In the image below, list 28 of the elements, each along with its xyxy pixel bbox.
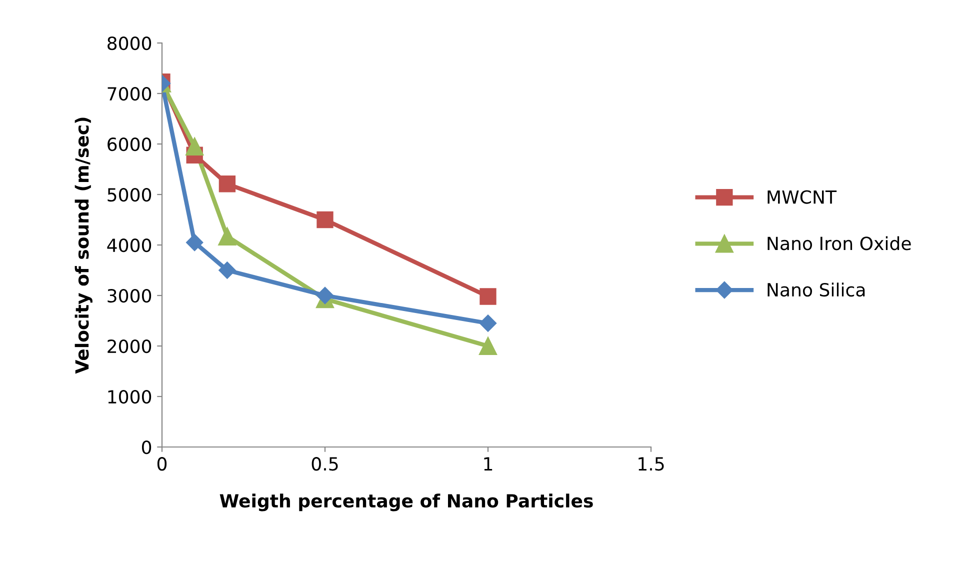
point	[218, 262, 236, 279]
y-tick-label: 6000	[108, 137, 152, 152]
legend-label: Nano Silica	[768, 282, 865, 297]
x-tick-label: 1	[484, 457, 492, 470]
point	[478, 336, 498, 356]
point	[218, 176, 236, 192]
point	[218, 227, 236, 246]
point	[479, 314, 497, 332]
y-tick-label: 3000	[108, 288, 152, 303]
point	[316, 286, 334, 304]
legend-label: Nano Iron Oxide	[768, 236, 911, 250]
point	[480, 288, 496, 305]
y-tick-label: 7000	[108, 86, 152, 101]
x-tick-label: 0	[157, 457, 167, 471]
y-tick-label: 0	[142, 440, 152, 454]
point	[186, 234, 204, 252]
point	[316, 211, 334, 228]
y-tick-label: 5000	[108, 188, 152, 202]
y-tick-label: 8000	[108, 36, 152, 50]
y-axis-title: Velocity of sound (m/sec)	[74, 118, 92, 374]
y-tick-label: 2000	[108, 339, 152, 354]
x-tick-label: 1.5	[638, 457, 664, 471]
x-tick-label: 0.5	[312, 457, 338, 471]
x-axis-title: Weigth percentage of Nano Particles	[220, 494, 593, 512]
point	[186, 137, 204, 156]
legend-label: MWCNT	[768, 190, 837, 204]
y-tick-label: 1000	[108, 390, 152, 404]
y-tick-label: 4000	[107, 238, 152, 252]
